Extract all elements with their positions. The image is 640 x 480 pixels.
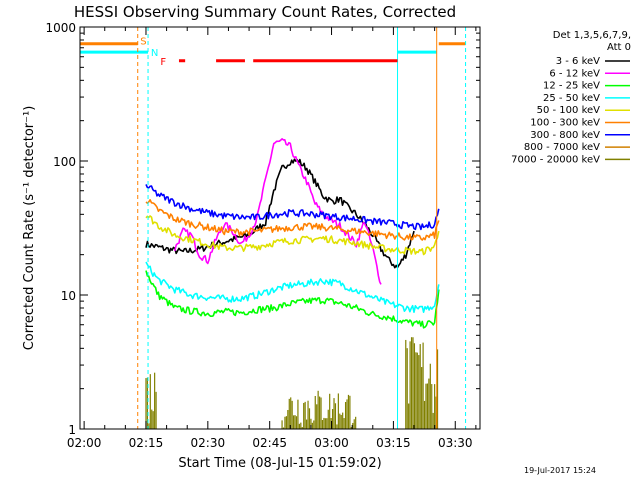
x-axis-label: Start Time (08-Jul-15 01:59:02)	[178, 456, 381, 471]
legend-entry-label: 12 - 25 keV	[543, 81, 600, 92]
legend-entry-label: 25 - 50 keV	[543, 93, 600, 104]
y-tick-label: 1	[68, 423, 76, 437]
x-tick-label: 03:00	[314, 436, 349, 450]
legend-entry-label: 800 - 7000 keV	[524, 142, 600, 153]
series-line	[145, 184, 440, 231]
legend-entry-label: 7000 - 20000 keV	[511, 154, 600, 165]
chart-title: HESSI Observing Summary Count Rates, Cor…	[74, 3, 456, 21]
legend-header: Det 1,3,5,6,7,9,	[553, 30, 631, 41]
series-line	[145, 158, 415, 269]
legend-entry-label: 50 - 100 keV	[537, 105, 601, 116]
night-flag-label: N	[151, 48, 158, 59]
x-tick-label: 03:30	[438, 436, 473, 450]
legend-entry-label: 100 - 300 keV	[530, 118, 600, 129]
x-tick-label: 03:15	[376, 436, 411, 450]
series-line	[145, 199, 440, 241]
saa-flag-label: S	[140, 37, 146, 48]
legend-header: Att 0	[607, 42, 631, 53]
x-tick-label: 02:15	[129, 436, 164, 450]
legend-entry-label: 300 - 800 keV	[530, 130, 600, 141]
series-line	[145, 261, 440, 313]
x-tick-label: 02:00	[67, 436, 102, 450]
x-tick-label: 02:45	[252, 436, 287, 450]
series-line	[145, 270, 440, 329]
y-tick-label: 1000	[45, 21, 76, 35]
y-tick-label: 10	[61, 289, 76, 303]
x-tick-label: 02:30	[191, 436, 226, 450]
flare-flag-label: F	[160, 57, 166, 68]
footer-date: 19-Jul-2017 15:24	[524, 466, 596, 475]
plot-frame	[79, 26, 481, 430]
legend-entry-label: 3 - 6 keV	[556, 56, 600, 67]
y-axis-label: Corrected Count Rate (s⁻¹ detector⁻¹)	[22, 106, 37, 351]
y-tick-label: 100	[53, 155, 76, 169]
legend-entry-label: 6 - 12 keV	[549, 68, 600, 79]
series-line	[145, 215, 440, 256]
